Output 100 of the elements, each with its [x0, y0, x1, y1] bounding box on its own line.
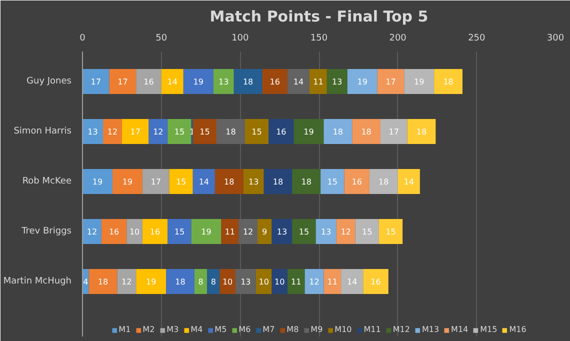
data-label: 16: [150, 228, 160, 236]
bar: [287, 69, 310, 94]
bar: [88, 269, 118, 294]
data-label: 18: [443, 78, 454, 86]
legend-label: M6: [238, 325, 251, 334]
data-label: 16: [352, 178, 362, 186]
data-label: 17: [150, 178, 161, 186]
bar: [336, 219, 356, 244]
bar: [161, 69, 184, 94]
bar: [238, 219, 258, 244]
x-tick-label: 250: [468, 34, 486, 44]
data-label: 12: [340, 228, 351, 236]
bar: [256, 269, 272, 294]
data-label: 18: [226, 128, 236, 136]
data-label: 14: [404, 178, 414, 186]
bar: [194, 269, 208, 294]
bar: [169, 169, 193, 194]
data-label: 14: [167, 78, 178, 86]
data-label: 19: [304, 128, 314, 136]
data-label: 19: [414, 78, 424, 86]
data-label: 18: [378, 178, 389, 186]
bar: [101, 219, 127, 244]
bar: [244, 119, 269, 144]
data-label: 14: [293, 78, 304, 86]
bar: [326, 69, 348, 94]
data-label: 13: [88, 128, 98, 136]
y-tick-label: Martin McHugh: [3, 276, 72, 286]
data-label: 18: [98, 278, 108, 286]
legend-label: M4: [190, 325, 203, 334]
bar: [191, 219, 222, 244]
data-label: 14: [347, 278, 358, 286]
bar: [216, 119, 245, 144]
bar: [347, 69, 378, 94]
bar: [292, 219, 316, 244]
y-tick-label: Simon Harris: [14, 126, 72, 136]
bar: [264, 169, 292, 194]
data-label: 15: [327, 178, 338, 186]
bar: [363, 269, 388, 294]
bar: [234, 69, 262, 94]
data-label: 16: [276, 128, 286, 136]
data-label: 11: [313, 78, 324, 86]
data-label: 14: [198, 178, 209, 186]
legend-label: M2: [142, 325, 155, 334]
bar: [82, 219, 102, 244]
legend-label: M3: [166, 325, 179, 334]
bar: [112, 169, 142, 194]
data-label: 16: [270, 78, 280, 86]
bar: [324, 269, 342, 294]
legend-label: M8: [286, 325, 299, 334]
legend-label: M13: [422, 325, 440, 334]
data-label: 10: [129, 228, 140, 236]
bar: [168, 119, 192, 144]
data-label: 19: [146, 278, 156, 286]
data-label: 17: [130, 128, 140, 136]
bar: [192, 169, 215, 194]
bar: [407, 119, 436, 144]
data-label: 15: [174, 228, 185, 236]
bar: [148, 119, 168, 144]
data-label: 18: [175, 278, 186, 286]
data-label: 13: [332, 78, 342, 86]
data-label: 18: [416, 128, 427, 136]
data-label: 17: [90, 78, 101, 86]
data-label: 17: [118, 78, 128, 86]
bar: [398, 169, 420, 194]
legend-label: M11: [364, 325, 381, 334]
bar: [404, 69, 434, 94]
bar: [272, 219, 292, 244]
data-label: 12: [242, 228, 254, 236]
bar: [310, 69, 327, 94]
data-label: 15: [386, 228, 396, 236]
data-label: 18: [301, 178, 312, 186]
bar: [168, 219, 192, 244]
x-tick-label: 300: [546, 34, 564, 44]
data-label: 10: [222, 278, 233, 286]
data-label: 15: [298, 228, 310, 236]
bar: [221, 219, 239, 244]
data-label: 4: [83, 278, 88, 286]
bar: [214, 169, 244, 194]
data-label: 18: [332, 128, 344, 136]
y-tick-label: Trev Briggs: [20, 226, 72, 236]
bar: [207, 269, 220, 294]
data-label: 10: [258, 278, 269, 286]
legend-label: M15: [480, 325, 498, 334]
data-label: 15: [174, 128, 185, 136]
data-label: 15: [252, 128, 262, 136]
bar: [355, 219, 379, 244]
bar: [434, 69, 462, 94]
bar: [122, 119, 149, 144]
legend-label: M14: [451, 325, 468, 334]
x-tick-label: 50: [156, 34, 168, 44]
bar: [183, 69, 214, 94]
data-label: 19: [201, 228, 212, 236]
data-label: 11: [327, 278, 338, 286]
data-label: 18: [242, 78, 254, 86]
data-label: 19: [193, 78, 204, 86]
bar: [258, 219, 272, 244]
data-label: 8: [198, 278, 204, 286]
data-label: 12: [309, 278, 320, 286]
legend-label: M12: [392, 325, 410, 334]
bar: [142, 219, 168, 244]
